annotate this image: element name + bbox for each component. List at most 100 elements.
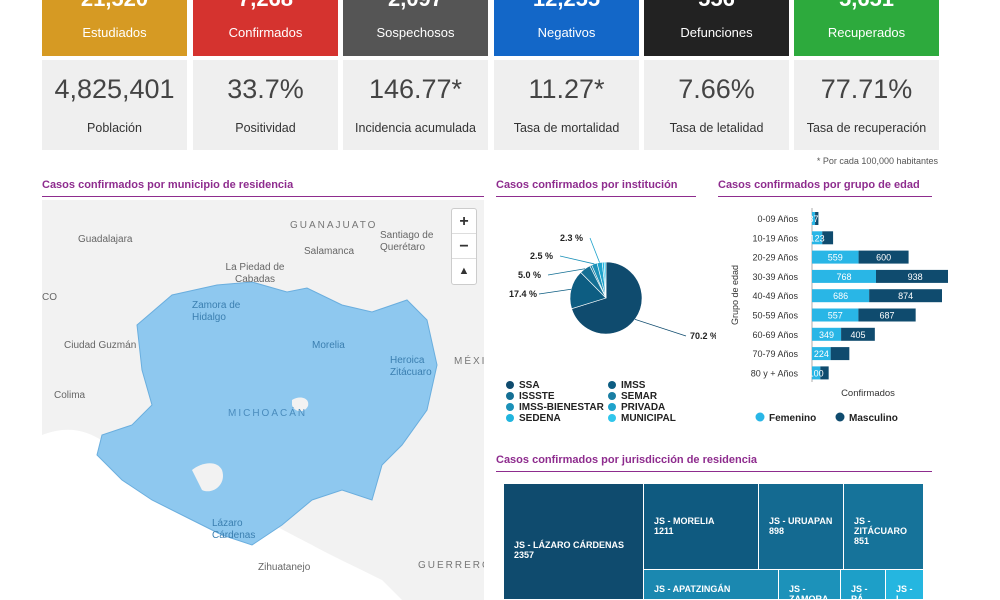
age-bar-masculino[interactable]: [822, 231, 834, 245]
kpi-value: 2,097: [343, 0, 488, 12]
age-data-label-f: 224: [814, 349, 829, 359]
map-label-mexico: MÉXI: [454, 356, 484, 367]
age-legend-dot-icon: [755, 412, 765, 422]
age-bar-femenino[interactable]: [812, 366, 821, 380]
treemap-cell[interactable]: JS - PÁ...: [841, 570, 886, 600]
age-bar-femenino[interactable]: [812, 250, 859, 264]
indicator-value: 146.77*: [368, 74, 463, 104]
institution-legend-item[interactable]: IMSS: [608, 380, 645, 391]
age-tick-label: 30-39 Años: [752, 272, 798, 282]
age-data-label-f: 559: [828, 253, 843, 263]
age-title: Casos confirmados por grupo de edad: [718, 179, 932, 197]
age-data-label-f: 123: [810, 233, 825, 243]
pie-slice-municipal[interactable]: [603, 261, 607, 299]
map-label-zihuatanejo: Zihuatanejo: [258, 562, 311, 573]
treemap-cell-value: 898: [769, 526, 785, 536]
map-label-queretaro: Santiago de Querétaro: [380, 230, 434, 253]
age-bar-femenino[interactable]: [812, 347, 831, 361]
treemap-cell[interactable]: JS - LÁZARO CÁRDENAS 2357: [504, 484, 644, 600]
institution-legend-item[interactable]: SEDENA: [506, 413, 561, 424]
treemap-cell[interactable]: JS - ZITÁCUARO 851: [844, 484, 924, 570]
age-bar-femenino[interactable]: [812, 231, 823, 245]
age-legend-label[interactable]: Femenino: [769, 413, 816, 424]
treemap-cell-name: JS - PÁ...: [851, 584, 872, 600]
indicator-label: Tasa de recuperación: [806, 121, 927, 135]
age-data-label-m: 600: [876, 253, 891, 263]
age-bar-masculino[interactable]: [858, 308, 916, 322]
pie-leader-line: [559, 255, 595, 265]
treemap-cell[interactable]: JS - ZAMORA: [779, 570, 841, 600]
legend-label: IMSS-BIENESTAR: [519, 402, 604, 413]
legend-label: MUNICIPAL: [621, 413, 676, 424]
age-bar-chart: 0-09 Años 37 10-19 Años 123 20-29 Años 559 600…: [730, 208, 948, 424]
compass-button[interactable]: ▲: [458, 265, 470, 277]
treemap-cell-name: JS - L...: [896, 584, 913, 600]
zoom-in-button[interactable]: +: [452, 209, 476, 234]
map-label-la-piedad: La Piedad de Cabadas: [225, 262, 285, 285]
age-tick-label: 0-09 Años: [757, 214, 798, 224]
legend-label: SSA: [519, 380, 540, 391]
municipality-map[interactable]: GUANAJUATO Guadalajara Salamanca Santiag…: [42, 200, 484, 600]
indicator-label: Incidencia acumulada: [355, 121, 476, 135]
age-data-label-f: 100: [809, 368, 824, 378]
age-legend-label[interactable]: Masculino: [849, 413, 898, 424]
age-bar-masculino[interactable]: [815, 212, 819, 225]
age-bar-femenino[interactable]: [812, 327, 842, 341]
map-label-lazaro-cardenas: Lázaro Cárdenas: [212, 518, 256, 541]
treemap-cell[interactable]: JS - L...: [886, 570, 924, 600]
indicator-card-3: 11.27* Tasa de mortalidad: [494, 60, 639, 150]
age-data-label-f: 768: [836, 272, 851, 282]
zoom-out-button[interactable]: −: [452, 234, 476, 259]
indicator-value: 7.66%: [678, 74, 755, 104]
pie-leader-line: [589, 237, 600, 263]
treemap-cell-name: JS - ZITÁCUARO: [854, 516, 907, 536]
legend-dot-icon: [506, 403, 514, 412]
kpi-card-2: 2,097 Sospechosos: [343, 0, 488, 56]
pie-data-label: 5.0 %: [518, 270, 541, 280]
pie-data-label: 2.3 %: [560, 233, 583, 243]
age-data-label-m: 405: [850, 330, 865, 340]
age-bar-femenino[interactable]: [812, 289, 870, 303]
age-bar-femenino[interactable]: [812, 212, 816, 225]
kpi-value: 7,268: [193, 0, 338, 12]
indicator-value: 33.7%: [227, 74, 304, 104]
map-label-guadalajara: Guadalajara: [78, 234, 133, 245]
kpi-card-0: 21,520 Estudiados: [42, 0, 187, 56]
age-bar-masculino[interactable]: [820, 366, 829, 380]
age-data-label-f: 686: [833, 291, 848, 301]
kpi-label: Recuperados: [827, 25, 906, 40]
treemap-cell[interactable]: JS - APATZINGÁN: [644, 570, 779, 600]
indicator-label: Positividad: [235, 121, 296, 135]
institution-legend-item[interactable]: IMSS-BIENESTAR: [506, 402, 604, 413]
institution-legend-item[interactable]: MUNICIPAL: [608, 413, 676, 424]
age-tick-label: 40-49 Años: [752, 291, 798, 301]
treemap-cell[interactable]: JS - URUAPAN 898: [759, 484, 844, 570]
treemap-cell[interactable]: JS - MORELIA 1211: [644, 484, 759, 570]
institution-legend-item[interactable]: SSA: [506, 380, 540, 391]
map-label-morelia: Morelia: [312, 340, 345, 351]
map-label-colima: Colima: [54, 390, 86, 401]
institution-title: Casos confirmados por institución: [496, 179, 696, 197]
age-bar-masculino[interactable]: [876, 269, 948, 283]
age-bar-masculino[interactable]: [869, 289, 942, 303]
indicator-card-5: 77.71% Tasa de recuperación: [794, 60, 939, 150]
treemap-cell-value: 851: [854, 536, 870, 546]
indicator-card-4: 7.66% Tasa de letalidad: [644, 60, 789, 150]
age-bar-masculino[interactable]: [858, 250, 909, 264]
age-x-axis-label: Confirmados: [841, 388, 895, 399]
institution-legend-item[interactable]: ISSSTE: [506, 391, 555, 402]
age-bar-masculino[interactable]: [830, 347, 850, 361]
age-tick-label: 80 y + Años: [751, 368, 799, 378]
indicator-card-2: 146.77* Incidencia acumulada: [343, 60, 488, 150]
age-tick-label: 60-69 Años: [752, 330, 798, 340]
age-bar-masculino[interactable]: [841, 327, 875, 341]
age-data-label-m: 938: [908, 272, 923, 282]
map-label-salamanca: Salamanca: [304, 246, 355, 257]
age-bar-femenino[interactable]: [812, 308, 859, 322]
institution-legend-item[interactable]: SEMAR: [608, 391, 657, 402]
treemap-cell-name: JS - LÁZARO CÁRDENAS: [514, 540, 625, 550]
kpi-label: Negativos: [537, 25, 596, 40]
age-bar-femenino[interactable]: [812, 269, 876, 283]
age-tick-label: 10-19 Años: [752, 233, 798, 243]
institution-legend-item[interactable]: PRIVADA: [608, 402, 665, 413]
